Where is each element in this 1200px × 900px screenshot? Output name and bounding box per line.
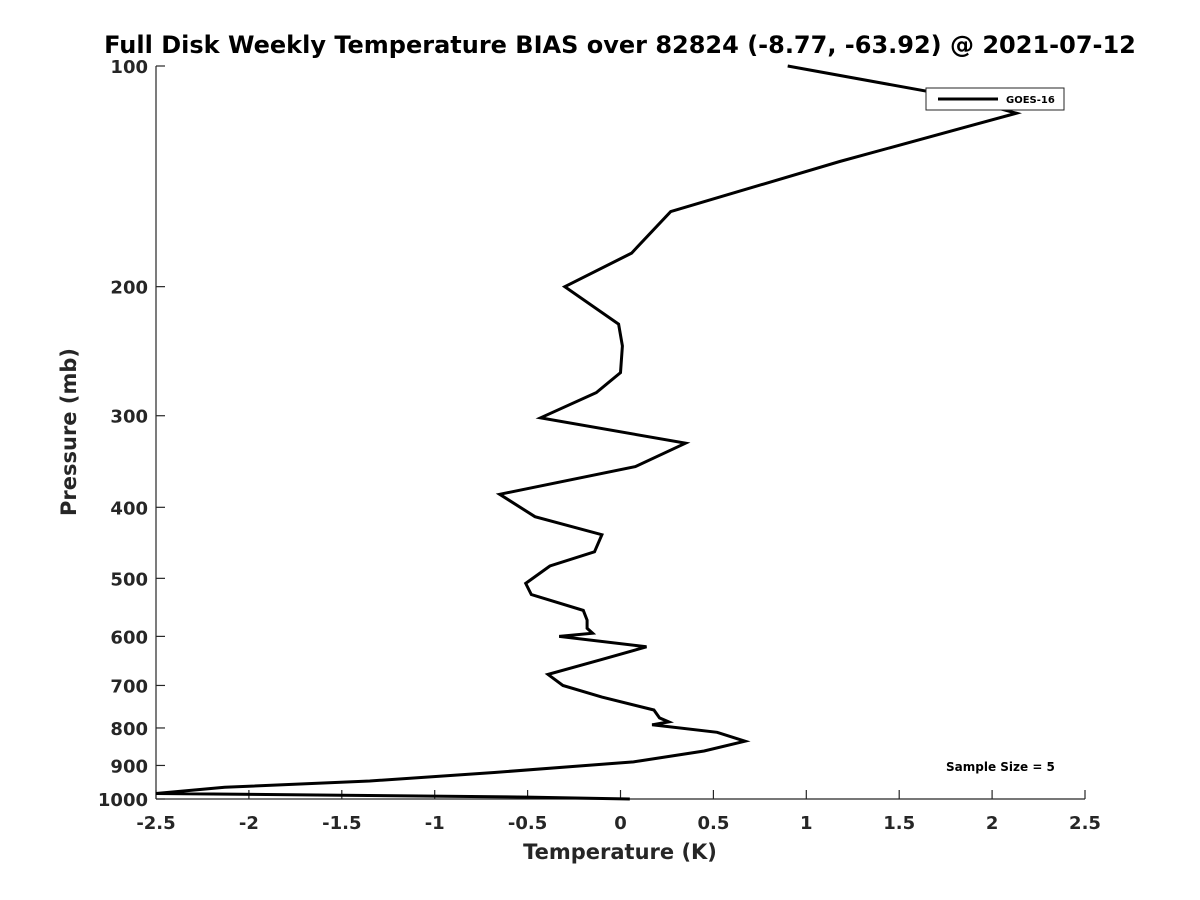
series-line-goes-16 (155, 64, 1022, 801)
legend: GOES-16 (925, 87, 1065, 111)
y-tick-label: 900 (110, 756, 148, 777)
x-ticks: -2.5 -2 -1.5 -1 -0.5 0 0.5 1 1.5 2 2.5 (136, 790, 1101, 834)
x-tick-label: -1.5 (322, 813, 361, 834)
x-tick-label: 0.5 (697, 813, 729, 834)
y-tick-label: 300 (110, 407, 148, 428)
x-tick-label: 1.5 (883, 813, 915, 834)
legend-entry-goes-16: GOES-16 (1006, 95, 1055, 106)
x-tick-label: -2 (239, 813, 259, 834)
x-tick-label: 2 (986, 813, 999, 834)
y-tick-label: 400 (110, 498, 148, 519)
y-tick-label: 600 (110, 627, 148, 648)
y-tick-label: 100 (110, 57, 148, 78)
x-tick-label: 0 (614, 813, 627, 834)
x-axis-label: Temperature (K) (523, 840, 717, 864)
series-layer (155, 64, 1022, 801)
y-axis-label: Pressure (mb) (57, 348, 81, 516)
y-tick-label: 200 (110, 278, 148, 299)
y-tick-label: 1000 (98, 790, 148, 811)
y-tick-label: 500 (110, 569, 148, 590)
y-tick-label: 700 (110, 676, 148, 697)
y-ticks: 100 200 300 400 500 600 700 800 900 1000 (98, 57, 165, 811)
x-tick-label: 2.5 (1069, 813, 1101, 834)
sample-size-annotation: Sample Size = 5 (946, 760, 1055, 774)
x-tick-label: -2.5 (136, 813, 175, 834)
y-tick-label: 800 (110, 719, 148, 740)
x-tick-label: -1 (425, 813, 445, 834)
x-tick-label: 1 (800, 813, 813, 834)
x-tick-label: -0.5 (508, 813, 547, 834)
chart-title: Full Disk Weekly Temperature BIAS over 8… (104, 31, 1136, 59)
